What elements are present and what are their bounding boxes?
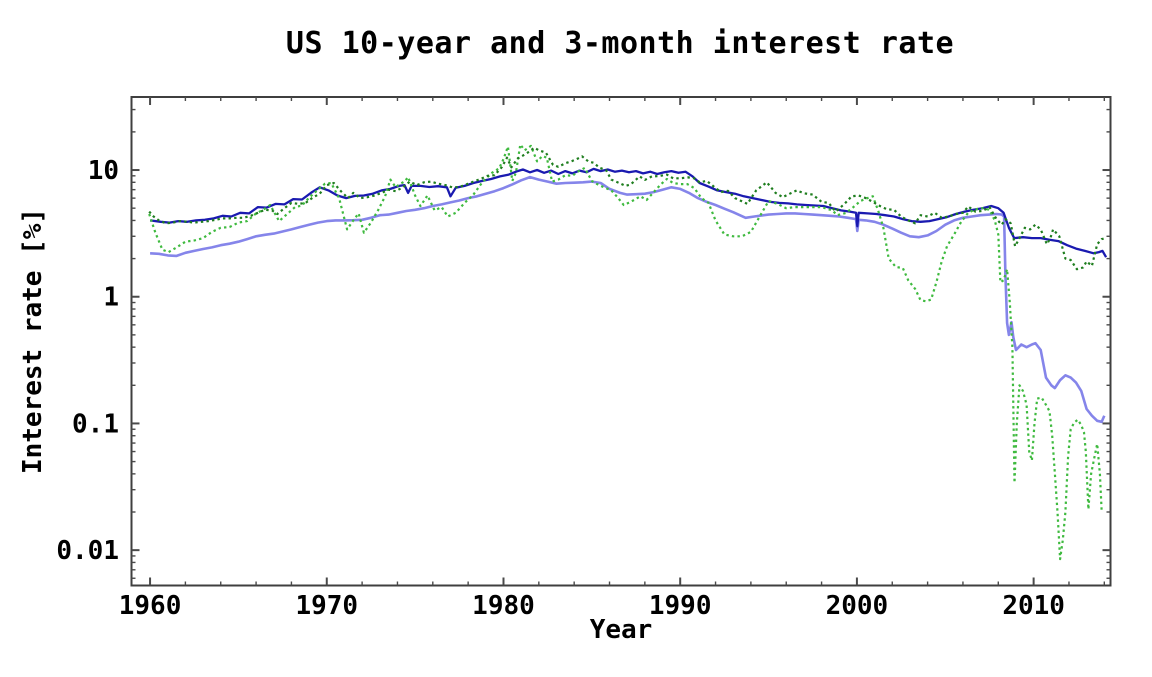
x-tick-label: 1980: [472, 591, 535, 621]
x-tick-label: 2000: [826, 591, 889, 621]
series-line-3-month-light-blue-solid: [150, 175, 1106, 424]
chart-title: US 10-year and 3-month interest rate: [285, 26, 955, 61]
x-axis-label: Year: [589, 615, 653, 645]
plot-frame: [130, 96, 1112, 587]
series-line-3-month-light-green-dotted: [148, 143, 1103, 561]
series-line-10-year-dark-green-dotted: [148, 146, 1107, 271]
x-tick-label: 1970: [295, 591, 358, 621]
x-tick-label: 2010: [1002, 591, 1065, 621]
y-tick-label: 10: [88, 156, 119, 186]
y-axis-label: Interest rate [%]: [18, 207, 48, 475]
x-tick-label: 1990: [649, 591, 712, 621]
y-tick-label: 0.01: [56, 536, 119, 566]
x-tick-label: 1960: [119, 591, 182, 621]
series-line-10-year-dark-blue-solid: [149, 167, 1108, 258]
y-tick-label: 1: [103, 283, 119, 313]
y-tick-label: 0.1: [72, 409, 119, 439]
